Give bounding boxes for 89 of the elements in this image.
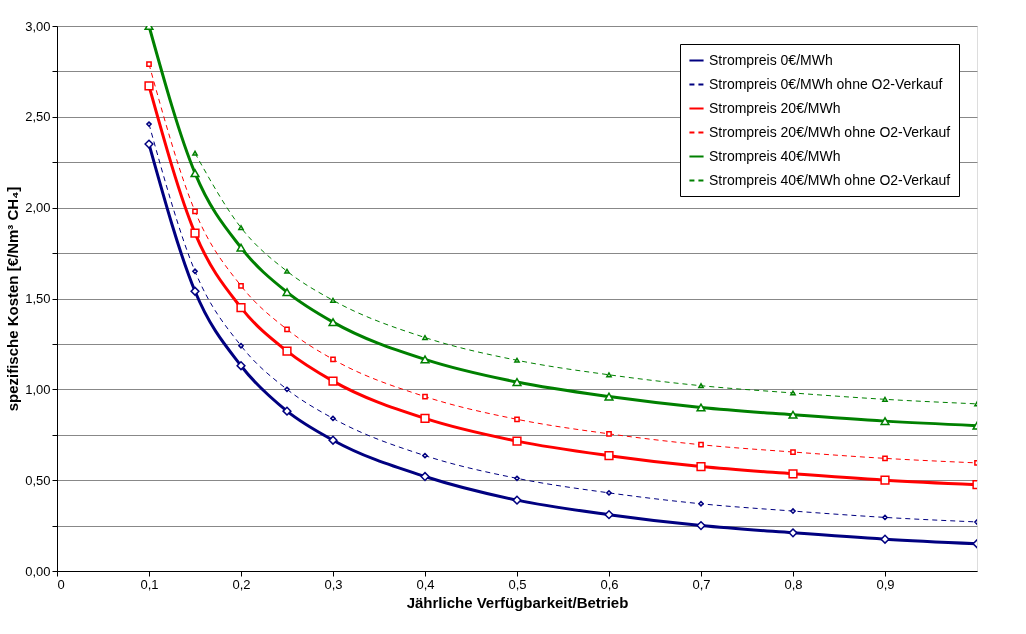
y-tick-label: 1,00 [25, 381, 51, 397]
point [192, 268, 198, 275]
legend-label: Strompreis 20€/MWh ohne O2-Verkauf [709, 123, 951, 140]
point [880, 475, 890, 485]
point [882, 514, 888, 521]
point [144, 81, 154, 91]
point [512, 377, 522, 387]
x-tick-label: 0,3 [324, 576, 343, 592]
point [238, 225, 244, 231]
point [282, 406, 292, 416]
legend-label: Strompreis 0€/MWh [709, 51, 833, 68]
point [604, 451, 614, 461]
point [328, 376, 338, 386]
point [698, 383, 704, 389]
point [880, 534, 890, 544]
point [284, 386, 290, 393]
point [882, 455, 888, 462]
point [696, 403, 706, 412]
point [284, 268, 290, 274]
x-tick-label: 0,4 [416, 576, 435, 592]
x-tick-label: 0,8 [784, 576, 803, 592]
point [696, 520, 706, 531]
point [604, 392, 614, 401]
point [882, 396, 888, 402]
point [698, 441, 704, 448]
x-tick-label: 0,6 [600, 576, 619, 592]
point [146, 121, 152, 127]
legend-label: Strompreis 40€/MWh [709, 147, 841, 164]
point [236, 302, 246, 313]
point [606, 490, 612, 496]
x-tick-label: 0 [57, 576, 65, 592]
y-tick-label: 2,00 [25, 200, 51, 216]
legend-label: Strompreis 0€/MWh ohne O2-Verkauf [709, 75, 943, 92]
point [696, 461, 706, 472]
point [238, 282, 244, 289]
y-tick-label: 2,50 [25, 109, 51, 125]
point [788, 410, 798, 419]
y-tick-label: 3,00 [25, 18, 51, 34]
point [698, 500, 704, 507]
x-axis-title: Jährliche Verfügbarkeit/Betrieb [406, 593, 629, 611]
legend-label: Strompreis 40€/MWh ohne O2-Verkauf [709, 171, 951, 188]
point [190, 228, 200, 238]
point [328, 435, 338, 445]
point [192, 150, 198, 156]
point [190, 286, 200, 296]
point [422, 393, 428, 400]
point [512, 495, 522, 505]
point [420, 471, 430, 482]
point [790, 449, 796, 455]
y-axis-title: spezifische Kosten [€/Nm³ CH₄] [4, 186, 22, 412]
point [330, 297, 336, 303]
x-tick-label: 0,9 [876, 576, 895, 592]
point [330, 415, 336, 422]
point [192, 208, 198, 215]
point [514, 357, 520, 363]
y-tick-label: 1,50 [25, 291, 51, 306]
point [328, 318, 338, 327]
point [604, 510, 614, 520]
point [422, 452, 428, 459]
point [514, 416, 520, 423]
x-tick-label: 0,7 [692, 576, 711, 592]
point [282, 288, 292, 297]
point [422, 334, 428, 341]
point [514, 475, 520, 482]
point [788, 469, 798, 479]
y-tick-label: 0,00 [25, 563, 51, 579]
x-tick-label: 0,2 [232, 576, 251, 592]
x-tick-label: 0,1 [140, 576, 159, 592]
point [606, 372, 612, 378]
y-tick-label: 0,50 [25, 472, 51, 488]
point [512, 436, 522, 446]
point [420, 355, 430, 364]
x-tick-label: 0,5 [508, 576, 527, 592]
legend-label: Strompreis 20€/MWh [709, 99, 841, 116]
point [284, 326, 290, 333]
point [146, 61, 152, 68]
point [790, 390, 796, 396]
point [788, 528, 798, 538]
point [238, 342, 244, 349]
point [606, 430, 612, 437]
point [330, 356, 336, 363]
point [190, 169, 200, 178]
point [282, 346, 292, 356]
point [236, 243, 246, 252]
point [420, 413, 430, 424]
point [236, 361, 246, 371]
point [790, 508, 796, 514]
point [880, 417, 890, 426]
point [144, 139, 154, 149]
